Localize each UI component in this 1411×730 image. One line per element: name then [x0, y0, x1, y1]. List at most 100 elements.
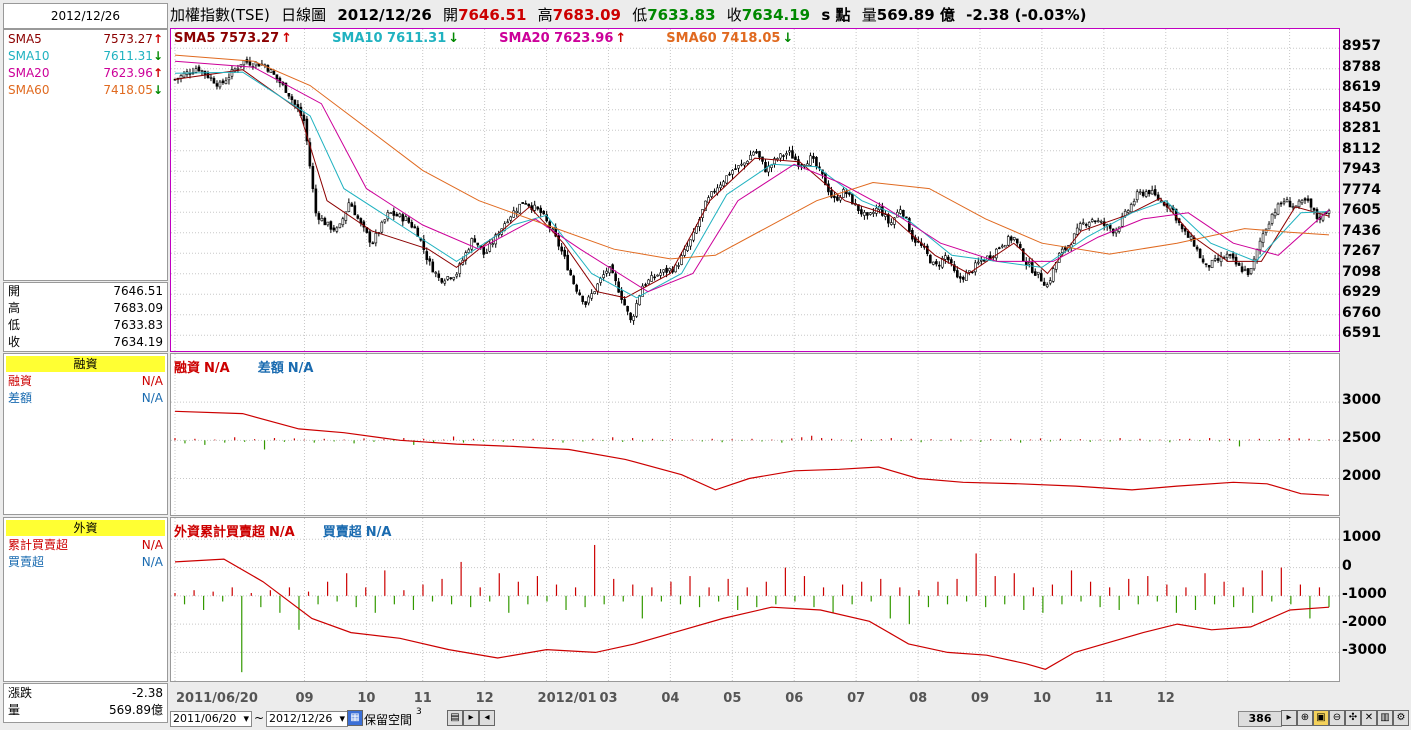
y-tick-label: 8450 [1342, 99, 1381, 116]
candle-up [512, 210, 516, 218]
candle-down [317, 213, 321, 220]
sma-legend-item: SMA60 7418.05 [666, 31, 781, 46]
candle-down [617, 281, 620, 293]
candle-up [1285, 199, 1289, 203]
candle-down [482, 246, 486, 255]
stat-row: 買賣超 N/A [8, 554, 163, 571]
y-tick-label: 1000 [1342, 529, 1381, 546]
zoom-in-icon[interactable]: ⊕ [1297, 710, 1313, 726]
candle-up [1276, 203, 1280, 215]
candle-up [1282, 201, 1286, 204]
candle-up [968, 270, 971, 273]
open-label: 開 [443, 6, 459, 24]
margin-chart-panel: 融資 N/A 差額 N/A [170, 353, 1340, 516]
candle-down [1183, 228, 1187, 232]
candle-down [1312, 207, 1316, 211]
candle-down [290, 96, 294, 101]
footer-panel: 漲跌 -2.38 量 569.89億 [3, 683, 168, 723]
candle-up [974, 262, 977, 273]
candle-down [428, 258, 432, 262]
reserve-space-icon[interactable]: ▦ [347, 710, 363, 726]
fullscreen-icon[interactable]: ✣ [1345, 710, 1361, 726]
candle-down [1141, 191, 1145, 196]
y-tick-label: 2500 [1342, 430, 1381, 447]
candle-up [194, 68, 198, 73]
candle-up [344, 211, 348, 221]
candle-up [1096, 220, 1100, 223]
ohlc-row: 開 7646.51 [8, 283, 163, 300]
candle-down [713, 190, 716, 193]
arrow-up-icon: ↑ [152, 66, 163, 80]
candle-down [1288, 200, 1292, 208]
candle-up [899, 209, 902, 214]
x-tick-label: 2012/01 [537, 691, 597, 706]
candle-down [1009, 236, 1013, 241]
candle-down [206, 72, 210, 78]
candle-down [476, 242, 480, 246]
candle-up [509, 216, 513, 221]
arrow-up-icon: ↑ [281, 31, 293, 46]
candle-down [302, 114, 306, 122]
candle-down [1084, 224, 1088, 226]
sma-value: 7623.96 [103, 66, 153, 80]
candle-up [863, 212, 866, 216]
x-tick-label: 06 [785, 691, 804, 706]
y-tick-label: 7774 [1342, 181, 1381, 198]
candle-up [1267, 223, 1271, 230]
stat-label: 累計買賣超 [8, 538, 69, 552]
y-tick-label: 8112 [1342, 140, 1381, 157]
stat-row: 差額 N/A [8, 390, 163, 407]
scroll-right-icon[interactable]: ▸ [1281, 710, 1297, 726]
x-tick-label: 10 [1032, 691, 1051, 706]
candle-up [1264, 228, 1268, 234]
candle-up [434, 272, 438, 274]
sma-name: SMA5 [8, 32, 42, 46]
candle-up [890, 222, 893, 225]
candle-up [1261, 233, 1265, 243]
candle-up [710, 191, 713, 197]
candle-up [389, 212, 393, 215]
x-tick-label: 11 [1094, 691, 1113, 706]
candle-down [755, 151, 758, 154]
candle-up [749, 154, 752, 161]
candle-down [422, 239, 426, 250]
candle-up [932, 261, 935, 265]
from-date-select[interactable]: 2011/06/20 ▾ [170, 711, 252, 727]
scroll-left-icon[interactable]: ▸ [463, 710, 479, 726]
candle-down [833, 195, 836, 199]
settings-icon[interactable]: ⚙ [1393, 710, 1409, 726]
candle-down [545, 214, 548, 222]
close-icon[interactable]: ✕ [1361, 710, 1377, 726]
bar-count-field[interactable]: 386 [1238, 711, 1282, 727]
candle-up [236, 67, 240, 70]
grid-toggle-icon[interactable]: ▤ [447, 710, 463, 726]
stat-value: -2.38 [131, 686, 163, 700]
candle-up [1213, 258, 1217, 261]
candle-up [506, 221, 510, 224]
foreign-title: 外資 [6, 520, 165, 536]
candle-down [857, 204, 860, 212]
candle-up [692, 231, 695, 241]
ohlc-row: 高 7683.09 [8, 300, 163, 317]
candle-down [908, 218, 911, 232]
sma-panel: SMA5 7573.27↑ SMA10 7611.31↓ SMA20 7623.96↑ SM… [3, 29, 168, 281]
candle-down [440, 278, 444, 283]
margin-title: 融資 [6, 356, 165, 372]
candle-up [1003, 244, 1007, 248]
bar-chart-icon[interactable]: ▥ [1377, 710, 1393, 726]
ohlc-value: 7683.09 [113, 301, 163, 315]
vol-label: 量 [861, 6, 877, 24]
candle-down [728, 173, 731, 176]
zoom-out-icon[interactable]: ⊖ [1329, 710, 1345, 726]
candle-up [1081, 222, 1085, 225]
candle-up [884, 214, 887, 217]
close-value: 7634.19 [741, 6, 811, 24]
candle-down [1186, 231, 1190, 238]
sma5-line [174, 69, 1330, 299]
to-date-select[interactable]: 2012/12/26 ▾ [266, 711, 348, 727]
candle-up [1012, 237, 1016, 241]
scroll-back-icon[interactable]: ◂ [479, 710, 495, 726]
candle-up [269, 69, 273, 74]
candle-up [1048, 280, 1052, 284]
calendar-icon[interactable]: ▣ [1313, 710, 1329, 726]
